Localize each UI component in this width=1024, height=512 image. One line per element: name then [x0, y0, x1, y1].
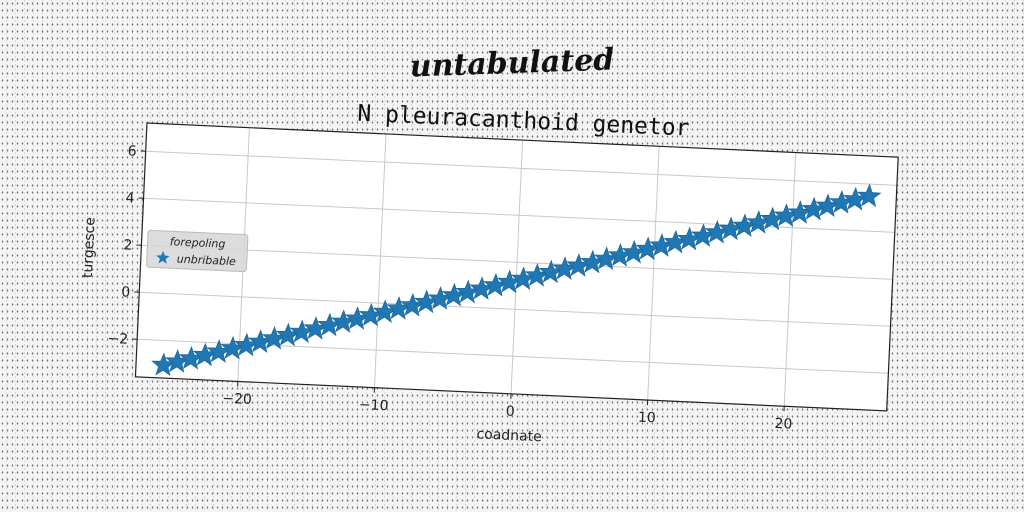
legend-star-marker — [156, 250, 170, 264]
x-tick-label: 20 — [774, 416, 793, 433]
y-gridline — [143, 197, 895, 233]
legend-box — [146, 229, 249, 273]
legend-entry-label: unbribable — [177, 253, 237, 269]
y-tick-label: −2 — [107, 331, 128, 348]
x-tick-label: −10 — [359, 397, 389, 414]
x-tick-label: 10 — [638, 410, 657, 427]
star-data-point — [856, 183, 882, 208]
y-gridline — [145, 150, 897, 186]
data-markers — [151, 183, 882, 377]
y-axis-label: turgesce — [80, 217, 99, 279]
x-gridline — [783, 152, 797, 407]
legend: forepoling unbribable — [146, 229, 249, 273]
y-gridline — [141, 244, 893, 280]
x-tick-label: 0 — [505, 404, 515, 420]
y-tick-label: 4 — [125, 190, 135, 206]
x-gridline — [510, 140, 524, 394]
x-gridline — [647, 146, 660, 401]
y-gridline — [139, 291, 891, 327]
y-tick-label: 0 — [121, 284, 131, 300]
x-gridline — [373, 133, 387, 388]
legend-title: forepoling — [169, 235, 225, 251]
x-tick-label: −20 — [222, 391, 252, 408]
y-tick-label: 6 — [127, 143, 137, 159]
x-axis-label: coadnate — [476, 426, 542, 445]
y-tick-label: 2 — [123, 237, 133, 253]
